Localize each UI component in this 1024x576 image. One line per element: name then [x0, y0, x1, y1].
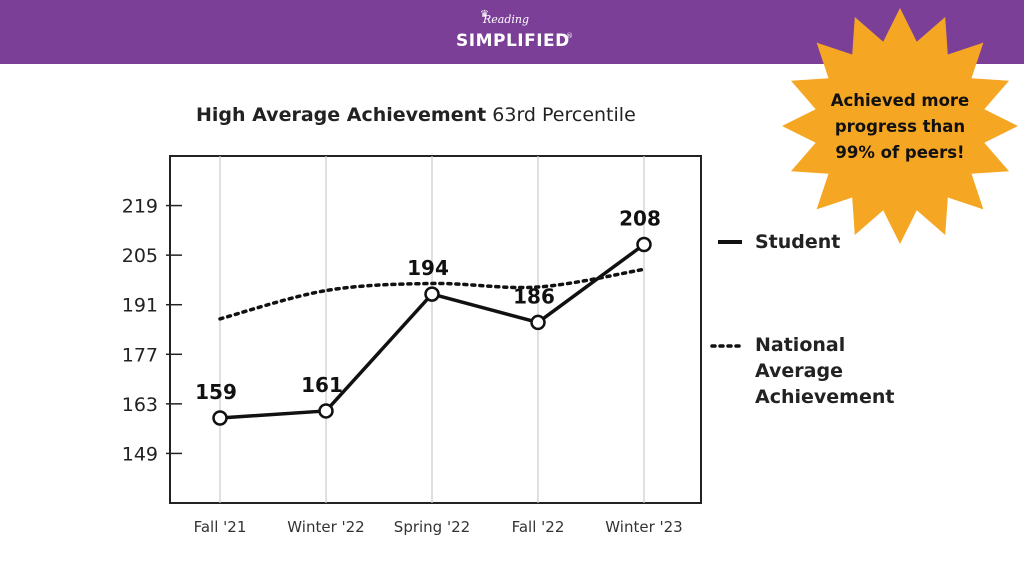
starburst-badge	[782, 8, 1018, 244]
student-point	[530, 314, 546, 331]
data-label: 194	[407, 256, 449, 280]
legend-national-line-1: National	[755, 334, 846, 356]
x-tick-label: Spring '22	[394, 518, 470, 536]
y-tick-label: 191	[122, 295, 158, 317]
data-label: 161	[301, 373, 343, 397]
data-label: 208	[619, 207, 661, 231]
crown-icon: ♛	[480, 9, 489, 20]
logo-script: Reading	[482, 13, 530, 26]
x-tick-label: Fall '22	[512, 518, 565, 536]
legend-national-line-3: Achievement	[755, 386, 895, 408]
callout-text: Achieved more progress than 99% of peers…	[808, 88, 992, 166]
chart-title-bold: High Average Achievement	[196, 104, 487, 126]
student-point	[212, 410, 228, 426]
callout-line-3: 99% of peers!	[835, 143, 965, 162]
plot-frame	[169, 155, 702, 504]
y-tick-label: 163	[122, 394, 158, 416]
data-label: 186	[513, 284, 555, 308]
x-tick-label: Winter '23	[605, 518, 682, 536]
logo-wordmark: SIMPLIFIED	[456, 31, 570, 51]
x-tick-label: Fall '21	[194, 518, 247, 536]
starburst-shape	[782, 8, 1018, 244]
callout-line-1: Achieved more	[830, 91, 970, 110]
legend-national-label: National Average Achievement	[755, 332, 894, 410]
registered-mark: ®	[566, 32, 573, 40]
student-point	[636, 236, 652, 253]
legend-national-line-2: Average	[755, 360, 843, 382]
x-tick-label: Winter '22	[287, 518, 364, 536]
chart-title: High Average Achievement 63rd Percentile	[196, 104, 716, 126]
y-tick-label: 219	[122, 196, 158, 218]
y-tick-label: 177	[122, 344, 158, 366]
data-label: 159	[195, 380, 237, 404]
national-average-line	[218, 267, 646, 321]
legend-student-label: Student	[755, 231, 841, 253]
reading-simplified-logo: ♛ Reading SIMPLIFIED ®	[456, 8, 576, 56]
y-tick-label: 149	[122, 443, 158, 465]
student-point	[424, 286, 440, 302]
student-point	[318, 403, 334, 419]
callout-line-2: progress than	[834, 117, 966, 136]
y-tick-label: 205	[122, 245, 158, 267]
chart-title-rest: 63rd Percentile	[492, 104, 636, 126]
